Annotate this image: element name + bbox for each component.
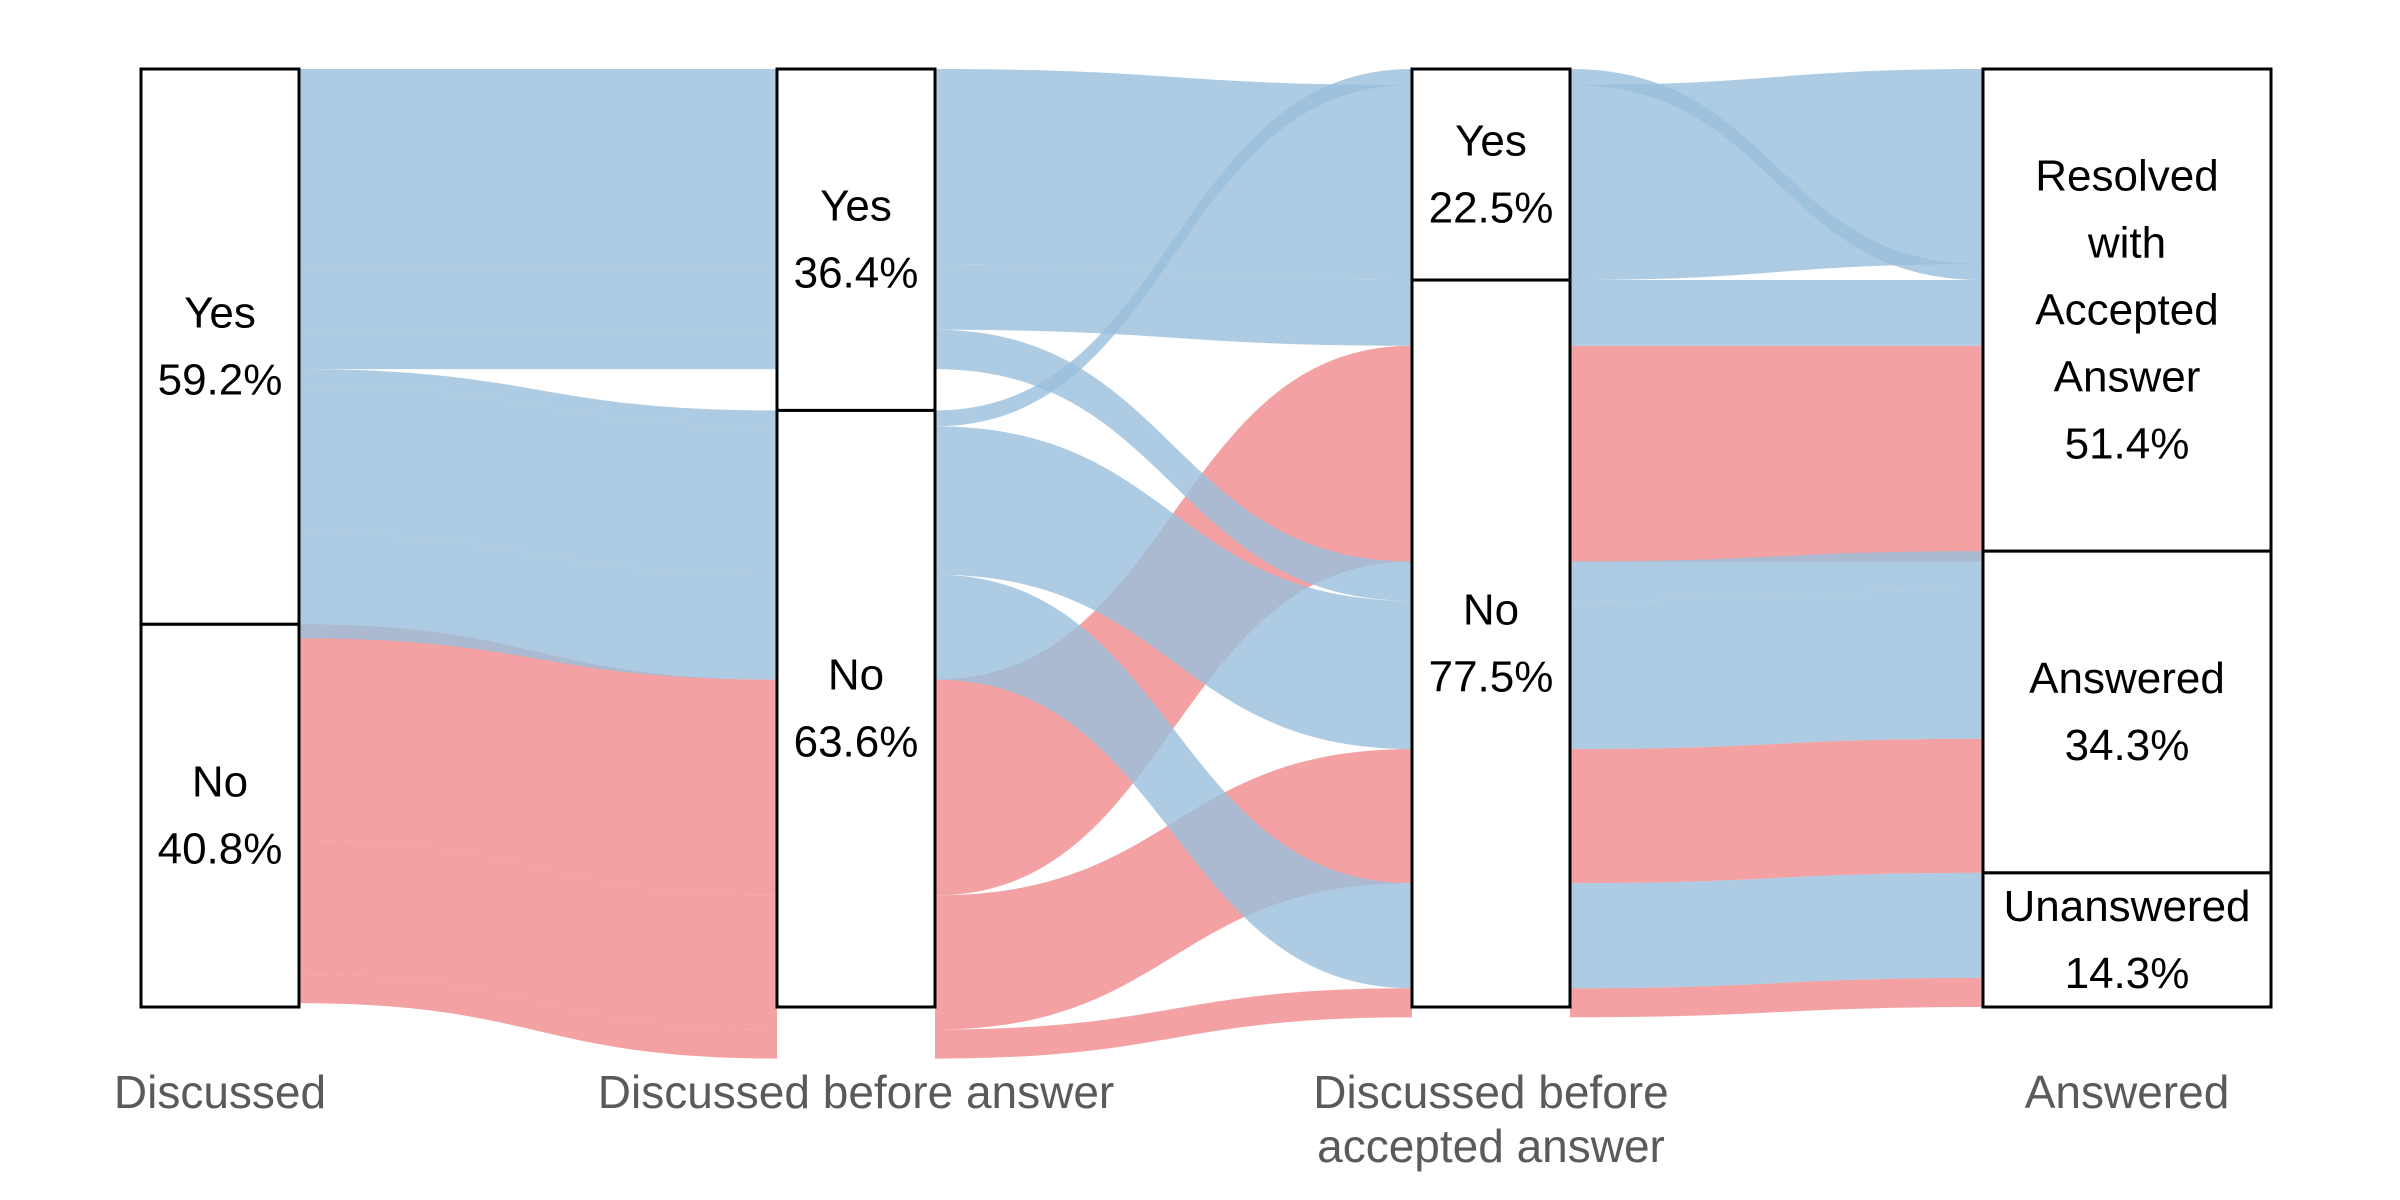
flows-discussed-to-before-answer — [299, 69, 777, 1059]
axis-label-before_accepted-1: accepted answer — [1317, 1120, 1665, 1172]
flow-blue-5-0 — [299, 533, 777, 680]
flow-blue-1-1 — [935, 264, 1412, 346]
stratum-label-before_answer-yes-0: Yes — [820, 182, 892, 231]
flows-before-accepted-to-answered — [1570, 69, 1983, 1018]
stratum-label-answered-resolved-3: Answer — [2054, 353, 2201, 402]
stratum-before_accepted-no — [1410, 278, 1572, 1009]
stratum-label-answered-unanswered-1: 14.3% — [2065, 949, 2190, 998]
stratum-label-before_answer-no-1: 63.6% — [794, 718, 919, 767]
flow-red-7-1 — [935, 749, 1412, 1030]
stratum-before_accepted-yes — [1410, 67, 1572, 282]
flows-before-answer-to-before-accepted — [935, 69, 1412, 1059]
stratum-label-discussed-no-1: 40.8% — [158, 825, 283, 874]
stratum-label-before_answer-yes-1: 36.4% — [794, 249, 919, 298]
flow-blue-3-1 — [935, 69, 1412, 427]
stratum-label-answered-resolved-4: 51.4% — [2065, 420, 2190, 469]
flow-blue-2-1 — [935, 329, 1412, 601]
axis-label-discussed-0: Discussed — [114, 1066, 326, 1118]
flow-blue-5-2 — [1570, 872, 1983, 989]
flow-blue-4-1 — [935, 426, 1412, 750]
stratum-label-answered-answered-1: 34.3% — [2065, 721, 2190, 770]
flow-blue-4-0 — [299, 385, 777, 575]
stratum-boxes — [139, 67, 2273, 1009]
flow-red-8-1 — [935, 988, 1412, 1059]
stratum-labels: Yes 59.2% No 40.8% Yes 36.4% No 63.6% Yes 22.5% No… — [158, 117, 2251, 998]
flow-red-7-2 — [1570, 738, 1983, 884]
stratum-label-answered-resolved-2: Accepted — [2035, 286, 2218, 335]
stratum-discussed-no — [139, 622, 301, 1009]
flow-red-6-0 — [299, 624, 777, 896]
flow-blue-3-0 — [299, 369, 777, 427]
axis-label-answered-0: Answered — [2025, 1066, 2230, 1118]
stratum-label-answered-resolved-1: with — [2087, 219, 2166, 268]
stratum-label-before_accepted-yes-0: Yes — [1455, 117, 1527, 166]
stratum-label-before_accepted-no-0: No — [1463, 586, 1519, 635]
stratum-label-answered-answered-0: Answered — [2029, 654, 2225, 703]
stratum-before_answer-yes — [775, 67, 937, 412]
stratum-label-before_answer-no-0: No — [828, 651, 884, 700]
axis-label-before_answer-0: Discussed before answer — [598, 1066, 1114, 1118]
flow-blue-1-0 — [299, 264, 777, 330]
flow-blue-3-2 — [1570, 69, 1983, 281]
flow-blue-0-1 — [935, 69, 1412, 281]
stratum-label-before_accepted-no-1: 77.5% — [1429, 653, 1554, 702]
flow-blue-0-0 — [299, 69, 777, 265]
stratum-label-discussed-yes-0: Yes — [184, 289, 256, 338]
flow-red-8-0 — [299, 974, 777, 1059]
stratum-label-discussed-no-0: No — [192, 758, 248, 807]
axis-labels: Discussed Discussed before answer Discusse… — [114, 1066, 2229, 1172]
stratum-answered-unanswered — [1981, 871, 2273, 1009]
flow-blue-5-1 — [935, 574, 1412, 989]
stratum-label-before_accepted-yes-1: 22.5% — [1429, 184, 1554, 233]
stratum-label-answered-unanswered-0: Unanswered — [2003, 882, 2250, 931]
flow-blue-2-0 — [299, 329, 777, 370]
stratum-before_answer-no — [775, 408, 937, 1009]
flow-red-8-2 — [1570, 977, 1983, 1018]
stratum-label-discussed-yes-1: 59.2% — [158, 356, 283, 405]
flow-blue-2-2 — [1570, 551, 1983, 601]
flow-red-7-0 — [299, 840, 777, 1030]
flow-blue-4-2 — [1570, 590, 1983, 750]
flow-red-6-2 — [1570, 345, 1983, 562]
axis-label-before_accepted-0: Discussed before — [1313, 1066, 1668, 1118]
stratum-answered-resolved — [1981, 67, 2273, 553]
stratum-discussed-yes — [139, 67, 301, 626]
stratum-answered-answered — [1981, 549, 2273, 875]
stratum-label-answered-resolved-0: Resolved — [2035, 152, 2218, 201]
flow-blue-1-2 — [1570, 280, 1983, 346]
